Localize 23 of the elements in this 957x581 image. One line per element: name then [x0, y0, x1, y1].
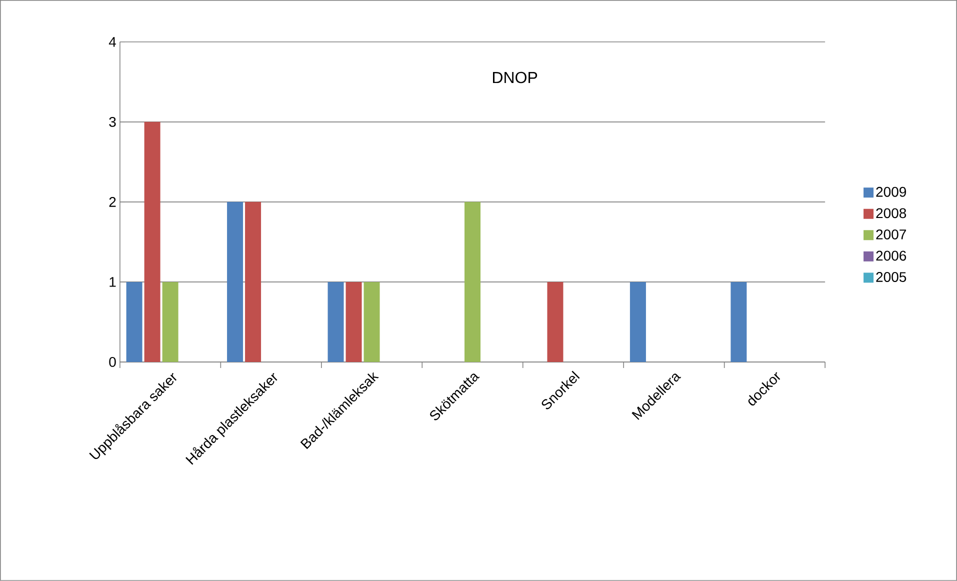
y-tick-label: 4: [108, 37, 116, 47]
bar: [328, 282, 344, 362]
bar: [126, 282, 142, 362]
bar: [730, 282, 747, 362]
legend-label: 2005: [876, 272, 906, 282]
bar: [144, 122, 160, 362]
legend-label: 2006: [876, 250, 906, 261]
legend-label: 2008: [876, 208, 906, 218]
y-tick-label: 2: [109, 197, 116, 207]
bar: [245, 202, 262, 362]
bar: [630, 282, 646, 362]
legend-label: 2007: [876, 230, 906, 240]
y-tick-label: 0: [109, 357, 116, 367]
y-tick-label: 1: [110, 277, 116, 287]
bar: [547, 282, 564, 362]
bar: [227, 202, 244, 362]
legend-label: 2009: [876, 186, 906, 197]
bar: [162, 282, 178, 362]
y-tick-label: 3: [109, 117, 116, 127]
bar: [464, 202, 480, 362]
text: DNOP: [493, 72, 538, 84]
bar: [364, 282, 380, 362]
bar: [346, 282, 362, 362]
